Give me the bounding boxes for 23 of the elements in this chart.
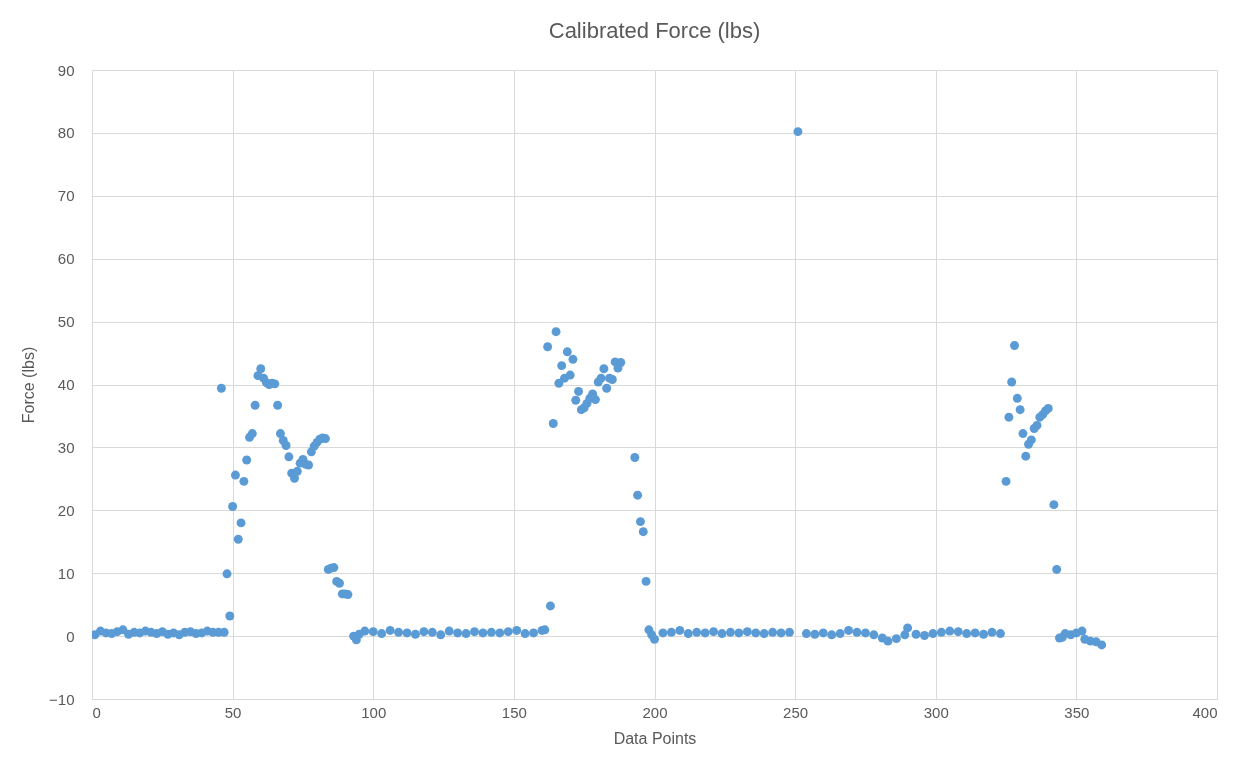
- x-tick-label: 400: [1192, 703, 1218, 721]
- chart-title: Calibrated Force (lbs): [548, 18, 761, 43]
- y-tick-label: 80: [57, 124, 75, 142]
- x-tick-label: 50: [224, 703, 242, 721]
- x-tick-label: 300: [923, 703, 949, 721]
- x-tick-label: 150: [501, 703, 527, 721]
- y-tick-label: 60: [57, 250, 75, 268]
- y-tick-label: 70: [57, 187, 75, 205]
- x-axis-title: Data Points: [613, 729, 697, 747]
- x-tick-label: 0: [92, 703, 101, 721]
- y-tick-label: 10: [57, 564, 75, 582]
- y-tick-label: 0: [66, 627, 75, 645]
- y-tick-label: 50: [57, 313, 75, 331]
- x-tick-label: 200: [642, 703, 668, 721]
- x-tick-label: 350: [1064, 703, 1090, 721]
- y-tick-label: −10: [49, 690, 75, 708]
- x-tick-label: 100: [361, 703, 387, 721]
- y-tick-label: 20: [57, 501, 75, 519]
- y-tick-label: 30: [57, 438, 75, 456]
- y-tick-label: 40: [57, 376, 75, 393]
- y-axis-title: Force (lbs): [20, 346, 38, 424]
- x-tick-label: 250: [783, 703, 809, 721]
- y-tick-label: 90: [57, 61, 75, 79]
